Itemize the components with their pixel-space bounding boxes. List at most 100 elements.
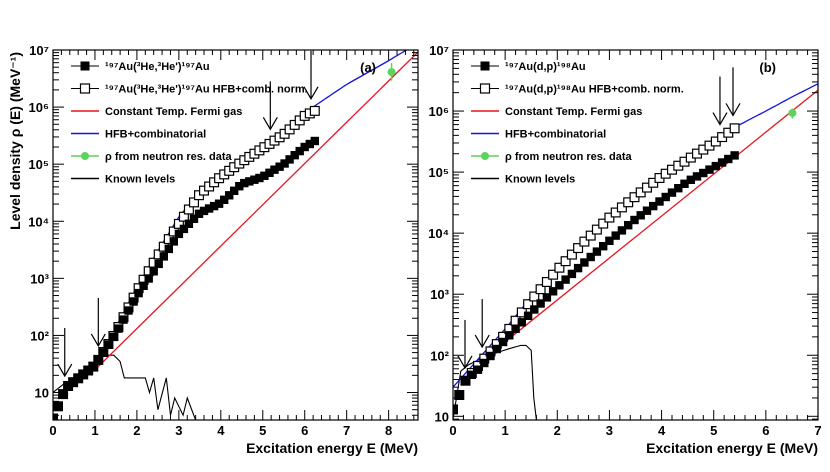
legend: ¹⁹⁷Au(d,p)¹⁹⁸Au ¹⁹⁷Au(d,p)¹⁹⁸Au HFB+comb.… [471,61,684,186]
data-point-filled [605,236,614,245]
x-tick-label: 2 [133,423,140,438]
data-point-filled [204,204,214,213]
arrow-head [262,117,278,131]
legend-label: HFB+combinatorial [505,129,606,141]
data-point-filled [63,381,73,391]
rho-point [387,68,396,77]
x-tick-label: 5 [710,423,717,438]
data-point-filled [649,201,658,211]
x-tick-label: 1 [502,423,509,438]
data-point-filled [144,274,153,283]
data-point-filled [561,275,570,284]
data-point-filled [199,206,209,216]
data-point-filled [624,221,633,230]
data-point-filled [220,195,229,204]
data-point-filled [240,178,249,188]
data-point-filled [667,188,677,197]
data-point-filled [235,182,244,191]
data-point-open [610,207,621,218]
data-point-filled [530,305,539,314]
data-point-filled [310,136,319,146]
data-point-filled [164,244,173,254]
data-point-filled [548,287,558,296]
x-tick-label: 7 [814,423,821,438]
y-tick-label: 10⁶ [29,100,49,115]
data-point-filled [542,293,552,302]
data-point-filled [724,154,733,164]
legend-item-exp: ¹⁹⁷Au(d,p)¹⁹⁸Au [471,61,586,73]
data-point-open [566,249,577,260]
legend-label: Constant Temp. Fermi gas [105,106,242,118]
plot-frame [52,49,419,421]
data-point-open [548,269,559,280]
x-tick-label: 8 [385,423,392,438]
data-point-filled [275,162,284,171]
data-point-open [309,105,320,116]
arrow-head [303,86,319,101]
data-point-filled [109,332,118,342]
data-point-filled [53,402,63,411]
data-point-filled [174,229,184,239]
data-point-filled [717,158,727,167]
legend-marker-open [79,83,91,94]
data-point-filled [592,247,602,256]
y-tick-label: 10³ [30,271,49,286]
y-tick-label: 10 [35,386,49,401]
x-tick-label: 6 [301,423,308,438]
data-point-filled [290,151,299,160]
data-point-filled [567,269,577,279]
data-point-open [616,202,627,213]
data-point-filled [260,171,269,180]
legend-item-hfb: HFB+combinatorial [71,129,206,141]
data-point-filled [79,370,88,379]
rho-point [788,108,797,117]
data-point-filled [661,192,670,202]
panel-b: 0 1 2 3 4 5 6 7 10 10² 10³ 10⁴ 10⁵ 10⁶ 10⁷ Excitation e… [428,43,822,456]
legend-item-hfb_norm: ¹⁹⁷Au(³He,³He')¹⁹⁷Au HFB+comb. norm. [71,83,308,96]
data-point-open [591,224,602,235]
y-tick-label: 10² [430,348,449,363]
legend: ¹⁹⁷Au(³He,³He')¹⁹⁷Au ¹⁹⁷Au(³He,³He')¹⁹⁷Au… [71,61,308,186]
data-point-filled [214,199,224,208]
data-point-filled [68,378,78,387]
legend-item-hfb_norm: ¹⁹⁷Au(d,p)¹⁹⁸Au HFB+comb. norm. [471,83,684,96]
data-point-filled [580,258,589,267]
data-point-filled [94,355,103,365]
x-tick-label: 2 [554,423,561,438]
data-point-filled [104,340,113,349]
data-point-open [535,284,546,295]
data-point-filled [536,299,545,308]
data-point-filled [99,348,108,357]
data-point-filled [114,324,123,333]
data-point-filled [58,389,68,399]
known-levels-line [453,344,537,420]
data-point-filled [189,214,199,223]
data-point-filled [149,267,158,276]
data-point-filled [74,374,83,383]
data-point-filled [285,155,294,164]
data-point-filled [169,237,178,246]
data-point-filled [705,165,714,174]
data-point-filled [692,172,702,181]
data-point-open [183,204,194,215]
y-tick-label: 10⁶ [429,104,449,119]
known-levels-line [53,354,197,420]
data-point-open [623,197,634,208]
data-point-filled [194,209,204,218]
legend-item-ctf: Constant Temp. Fermi gas [71,106,242,118]
legend-label: ¹⁹⁷Au(³He,³He')¹⁹⁷Au [105,61,210,73]
y-tick-label: 10³ [430,287,449,302]
data-point-open [598,218,609,229]
data-point-filled [255,173,264,183]
data-point-filled [134,288,143,298]
data-point-filled [209,201,219,211]
x-tick-label: 7 [343,423,350,438]
data-point-filled [711,161,720,171]
data-point-filled [453,405,458,414]
data-point-open [729,123,740,134]
data-point-filled [498,337,508,347]
data-point-filled [154,259,163,269]
data-point-filled [480,358,489,368]
data-point-open [604,212,615,223]
